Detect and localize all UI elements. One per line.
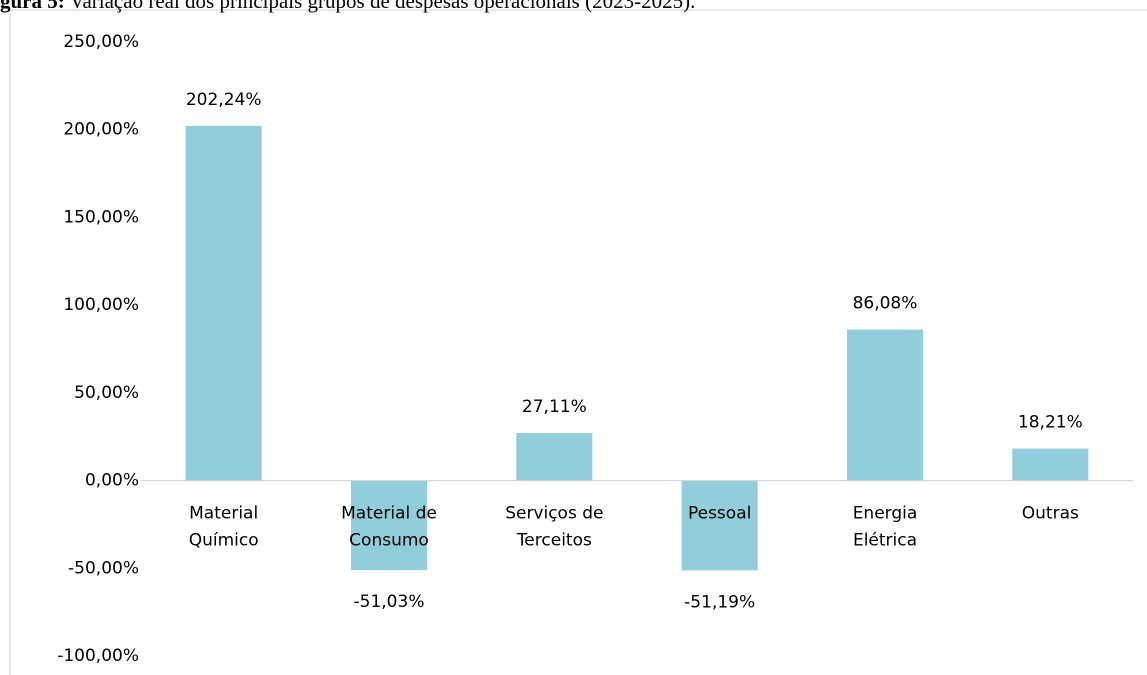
y-tick-label: 0,00% [85, 471, 139, 491]
x-tick-label: Serviços de Terceitos [505, 504, 603, 551]
bar [1012, 448, 1089, 481]
data-label: -51,03% [354, 592, 425, 612]
y-tick-label: 250,00% [63, 32, 139, 52]
y-tick-label: 50,00% [74, 383, 139, 403]
data-label: -51,19% [684, 592, 755, 612]
bar [516, 433, 593, 481]
y-tick-label: 100,00% [63, 295, 139, 315]
data-label: 27,11% [522, 397, 587, 417]
data-label: 202,24% [186, 90, 262, 110]
bar [681, 480, 758, 571]
y-tick-label: 150,00% [63, 207, 139, 227]
title-prefix: gura 5: [0, 0, 65, 13]
y-tick-label: -100,00% [57, 646, 139, 666]
y-tick-label: -50,00% [68, 558, 139, 578]
data-label: 86,08% [853, 294, 918, 314]
data-label: 18,21% [1018, 413, 1083, 433]
bar [846, 329, 924, 481]
chart-title: gura 5: Variação real dos principais gru… [0, 0, 695, 13]
x-tick-label: Energia Elétrica [853, 504, 918, 551]
bar [185, 125, 262, 481]
x-tick-label: Pessoal [688, 504, 751, 524]
y-tick-label: 200,00% [63, 120, 139, 140]
x-tick-label: Material Químico [189, 504, 259, 551]
x-tick-label: Outras [1022, 504, 1079, 524]
title-text: Variação real dos principais grupos de d… [70, 0, 696, 13]
bar [350, 480, 428, 571]
x-tick-label: Material de Consumo [341, 504, 437, 551]
